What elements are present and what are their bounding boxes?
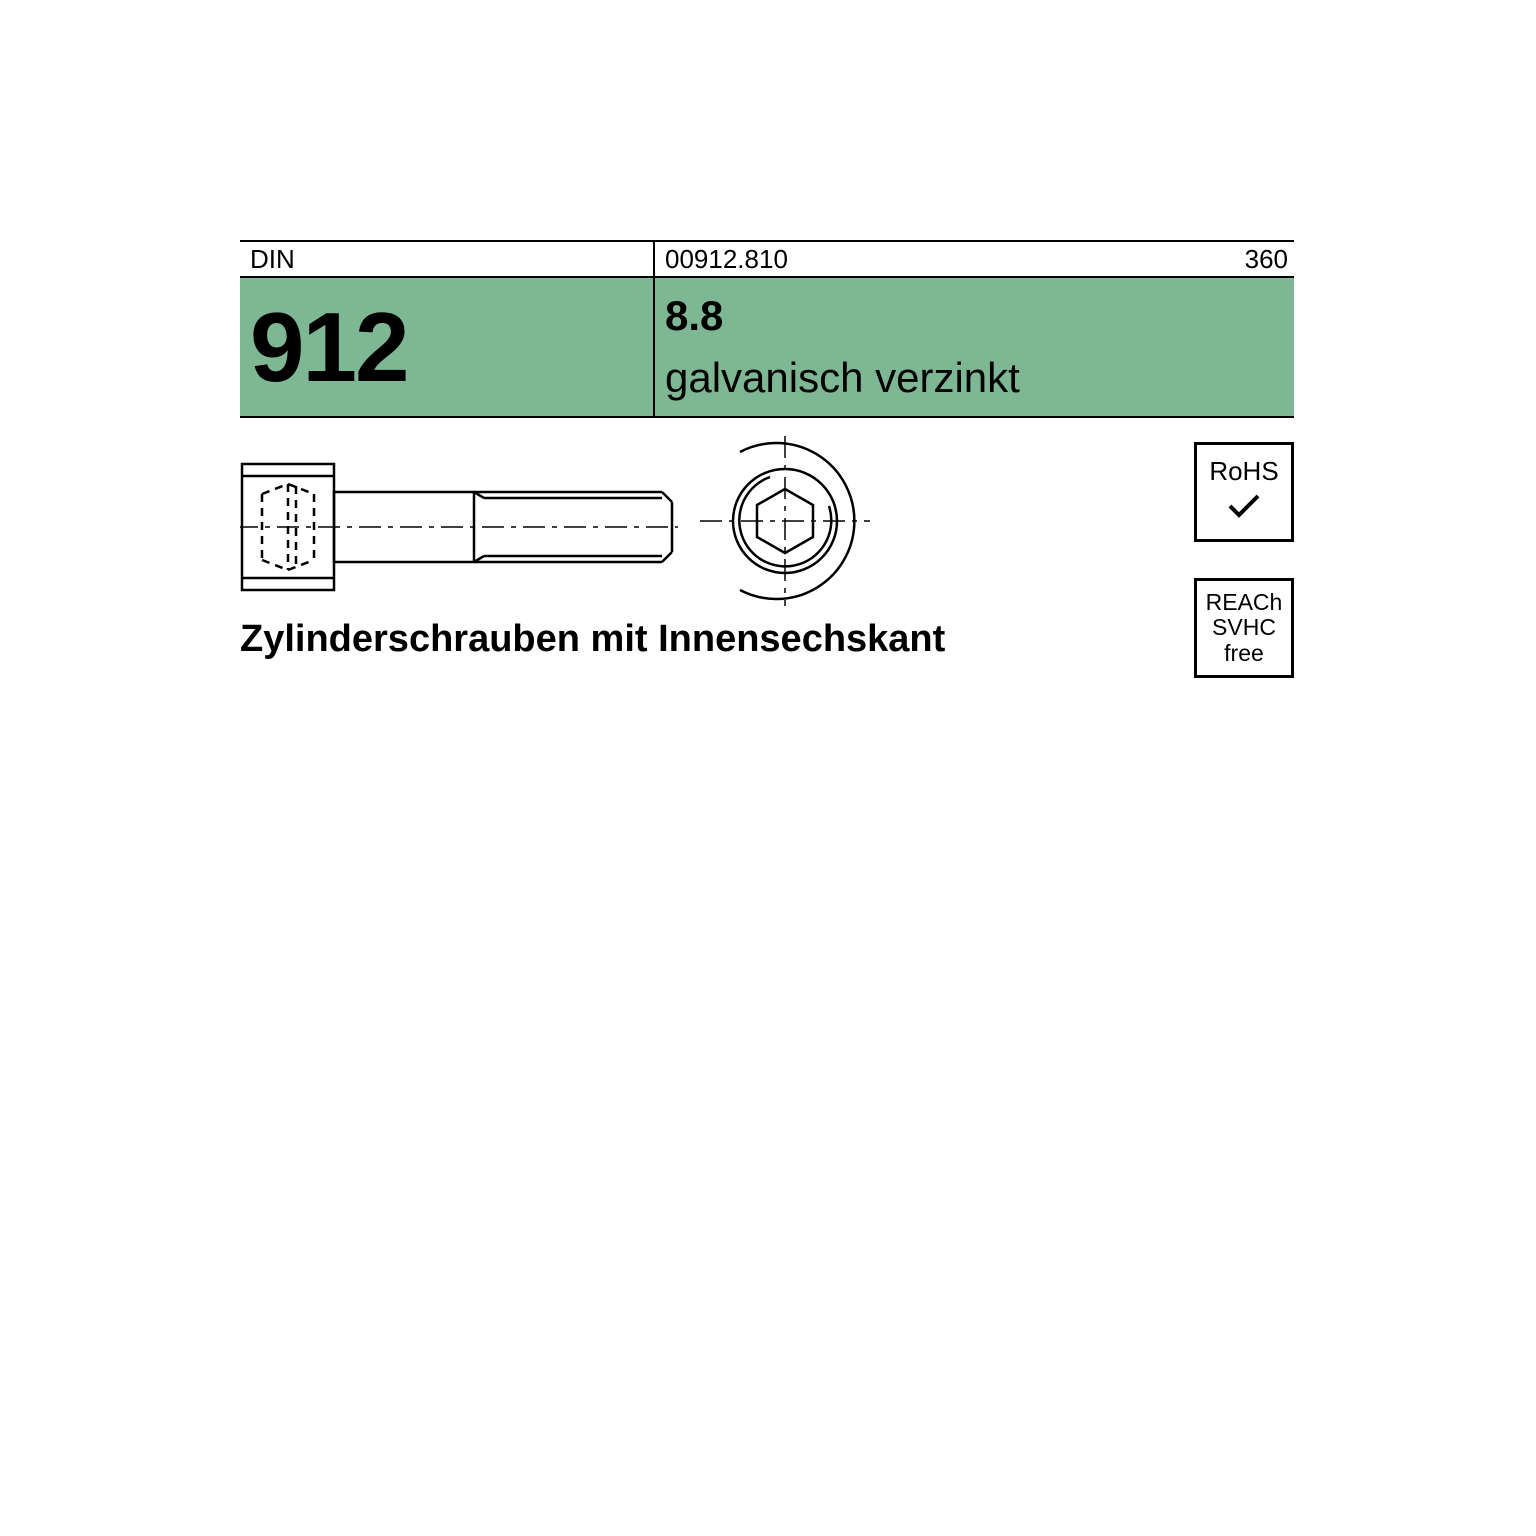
product-name: Zylinderschrauben mit Innensechskant (240, 618, 945, 661)
reach-line2: SVHC (1212, 615, 1276, 640)
standard-number: 912 (250, 298, 408, 396)
spec-band: 912 8.8 galvanisch verzinkt (240, 278, 1294, 418)
spec-band-right: 8.8 galvanisch verzinkt (655, 278, 1294, 416)
reach-line3: free (1224, 641, 1264, 666)
bolt-side-view-icon (240, 462, 680, 592)
diagram-area: RoHS REACh SVHC free Zylinderschrauben m… (240, 418, 1294, 688)
header-row: DIN 00912.810 360 (240, 240, 1294, 278)
grade: 8.8 (665, 292, 1294, 340)
header-article-code: 00912.810 (655, 242, 1204, 276)
finish: galvanisch verzinkt (665, 354, 1294, 402)
rohs-badge: RoHS (1194, 442, 1294, 542)
reach-badge: REACh SVHC free (1194, 578, 1294, 678)
header-standard-label: DIN (240, 242, 655, 276)
bolt-front-view-icon (700, 436, 870, 606)
header-page-number: 360 (1204, 242, 1294, 276)
spec-band-left: 912 (240, 278, 655, 416)
rohs-label: RoHS (1209, 457, 1278, 486)
spec-card: DIN 00912.810 360 912 8.8 galvanisch ver… (240, 240, 1294, 1294)
check-icon (1227, 488, 1261, 528)
reach-line1: REACh (1206, 590, 1283, 615)
